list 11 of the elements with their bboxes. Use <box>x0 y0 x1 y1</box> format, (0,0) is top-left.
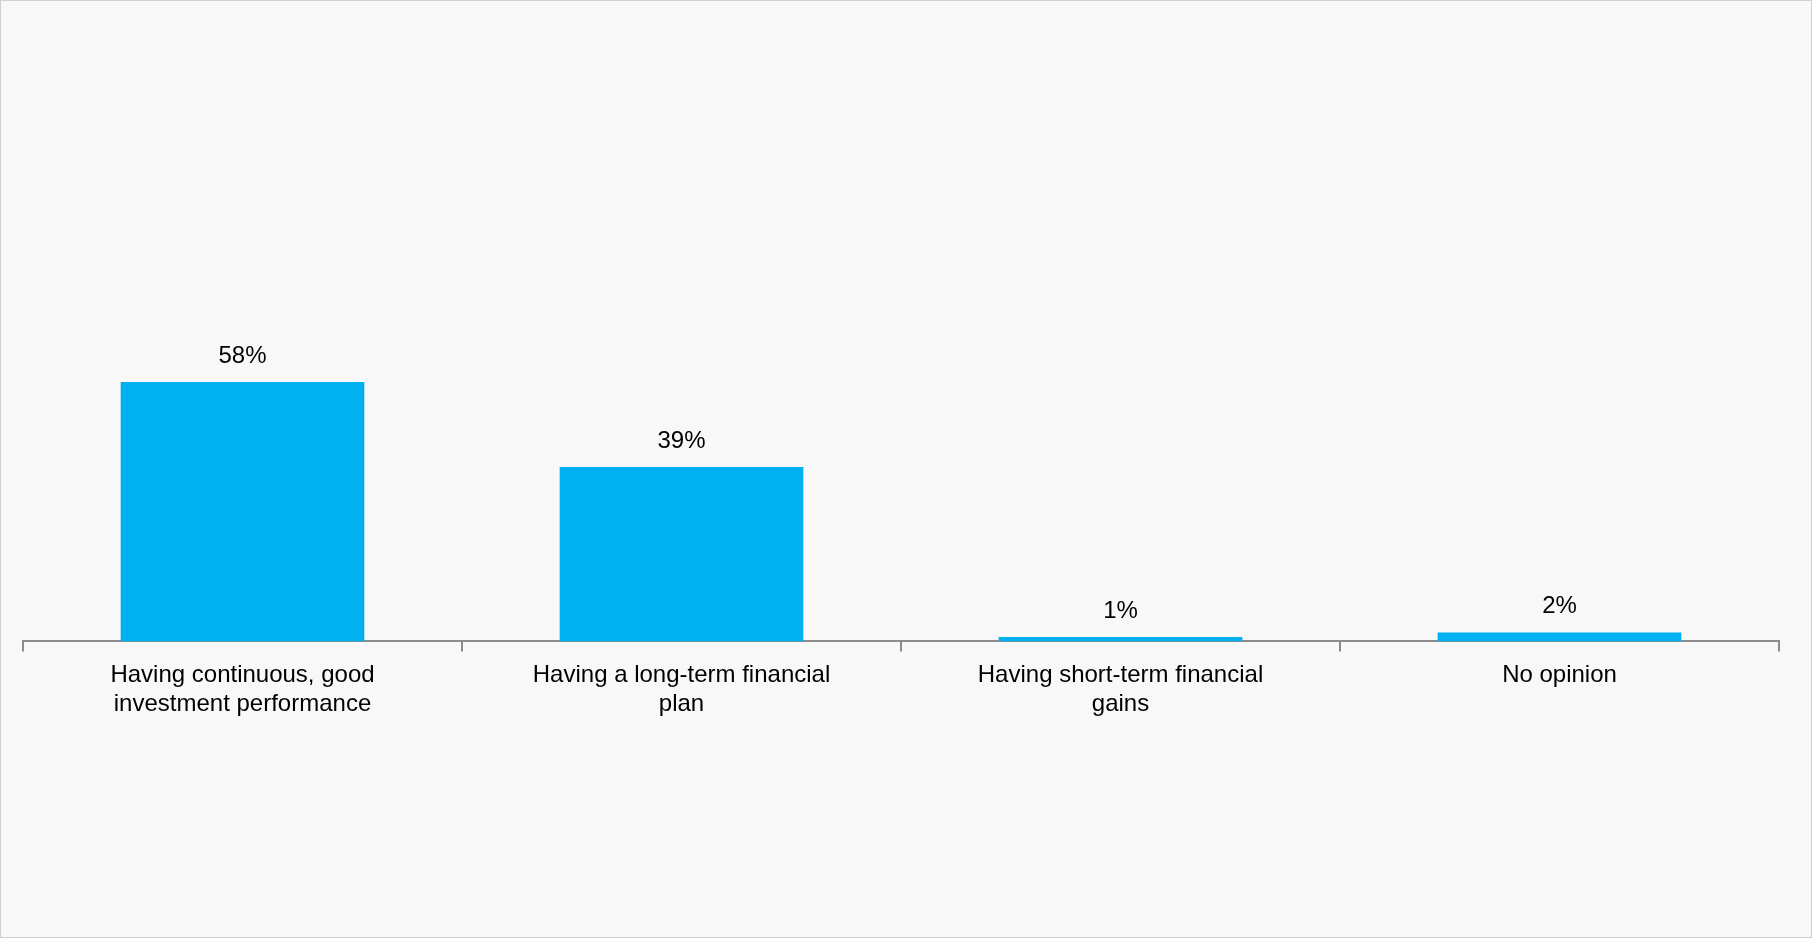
data-label: 58% <box>218 340 267 368</box>
data-label: 2% <box>1542 591 1577 619</box>
bar <box>120 381 365 642</box>
bar <box>1437 632 1682 642</box>
x-tick-label: No opinion <box>1502 660 1617 688</box>
x-tick-label: Having a long-term financial plan <box>532 660 831 717</box>
bar <box>559 466 804 642</box>
data-label: 39% <box>657 425 706 453</box>
data-label: 1% <box>1103 595 1138 623</box>
x-tick-label: Having short-term financial gains <box>977 660 1264 717</box>
x-tick-label: Having continuous, good investment performance <box>110 660 375 717</box>
